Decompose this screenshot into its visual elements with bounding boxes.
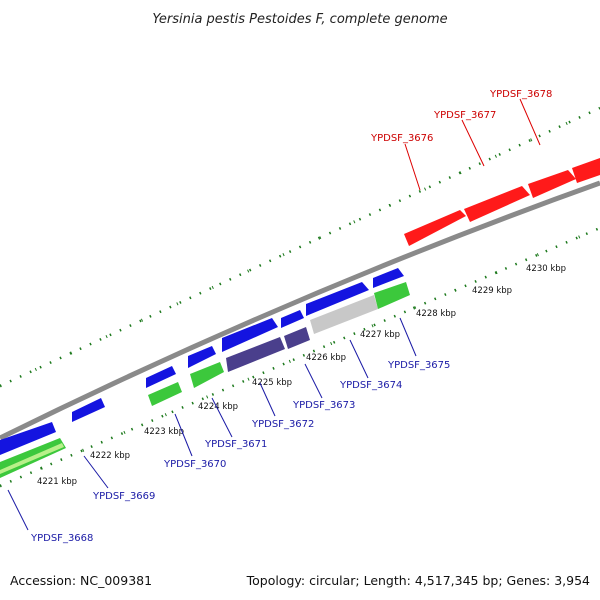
gene-ypdsf-3670[interactable] (146, 366, 176, 388)
gene-pseudo-3674[interactable] (310, 295, 378, 334)
leader-line (7, 489, 29, 531)
gene-other-3672[interactable] (226, 337, 285, 372)
reverse-strand-inner-genes (0, 282, 410, 478)
scale-label: 4230 kbp (526, 264, 566, 274)
reverse-gene-labels: YPDSF_3668 YPDSF_3669 YPDSF_3670 YPDSF_3… (7, 317, 450, 544)
scale-label: 4222 kbp (90, 451, 130, 461)
leader-line (174, 413, 193, 457)
scale-label: 4228 kbp (416, 309, 456, 319)
inner-tick-track (0, 226, 600, 488)
gene-label-ypdsf-3678[interactable]: YPDSF_3678 (489, 89, 552, 100)
forward-gene-labels: YPDSF_3676 YPDSF_3677 YPDSF_3678 (370, 89, 552, 191)
scale-label: 4229 kbp (472, 286, 512, 296)
gene-rna-3671[interactable] (190, 362, 224, 388)
leader-line (211, 397, 233, 438)
scale-label: 4227 kbp (360, 330, 400, 340)
accession-text: Accession: NC_009381 (10, 573, 152, 588)
gene-label-ypdsf-3677[interactable]: YPDSF_3677 (433, 110, 496, 121)
gene-label-ypdsf-3673[interactable]: YPDSF_3673 (292, 400, 355, 411)
gene-ypdsf-3676[interactable] (404, 210, 466, 246)
gene-label-ypdsf-3674[interactable]: YPDSF_3674 (339, 380, 402, 391)
reverse-strand-genes (0, 268, 404, 455)
gene-ypdsf-3672[interactable] (222, 318, 278, 352)
gene-ypdsf-3673[interactable] (281, 310, 304, 328)
scale-label: 4226 kbp (306, 353, 346, 363)
gene-ypdsf-3675[interactable] (373, 268, 404, 288)
leader-line (404, 143, 421, 191)
forward-strand-genes (404, 158, 600, 246)
gene-ypdsf-3668[interactable] (0, 422, 56, 455)
gene-rna-3675[interactable] (374, 282, 410, 309)
inner-major-ticks (0, 226, 600, 488)
map-title: Yersinia pestis Pestoides F, complete ge… (152, 12, 447, 27)
leader-line (461, 119, 485, 167)
leader-line (519, 98, 541, 146)
leader-line (349, 339, 369, 379)
gene-label-ypdsf-3669[interactable]: YPDSF_3669 (92, 491, 155, 502)
gene-ypdsf-3671[interactable] (188, 346, 216, 368)
leader-line (83, 455, 109, 489)
genome-backbone (0, 180, 600, 441)
leader-line (399, 317, 417, 357)
gene-ypdsf-3677[interactable] (464, 186, 530, 222)
gene-ypdsf-3674[interactable] (306, 282, 369, 316)
gene-ypdsf-3669[interactable] (72, 398, 105, 422)
scale-labels: 4221 kbp 4222 kbp 4223 kbp 4224 kbp 4225… (37, 264, 566, 487)
gene-other-3673[interactable] (284, 327, 310, 349)
gene-rna-3670[interactable] (148, 382, 182, 406)
gene-label-ypdsf-3668[interactable]: YPDSF_3668 (30, 533, 93, 544)
scale-label: 4224 kbp (198, 402, 238, 412)
gene-label-ypdsf-3675[interactable]: YPDSF_3675 (387, 360, 450, 371)
leader-line (304, 363, 323, 399)
inner-minor-ticks (0, 226, 600, 488)
gene-rna-left-band (0, 443, 64, 474)
gene-label-ypdsf-3672[interactable]: YPDSF_3672 (251, 419, 314, 430)
leader-line (259, 382, 276, 417)
gene-label-ypdsf-3671[interactable]: YPDSF_3671 (204, 439, 267, 450)
outer-minor-ticks (0, 106, 600, 388)
scale-label: 4225 kbp (252, 378, 292, 388)
gene-label-ypdsf-3676[interactable]: YPDSF_3676 (370, 133, 433, 144)
scale-label: 4223 kbp (144, 427, 184, 437)
gene-next-forward[interactable] (572, 158, 600, 183)
scale-label: 4221 kbp (37, 477, 77, 487)
genome-summary-text: Topology: circular; Length: 4,517,345 bp… (246, 573, 590, 588)
gene-ypdsf-3678[interactable] (528, 170, 576, 198)
gene-label-ypdsf-3670[interactable]: YPDSF_3670 (163, 459, 226, 470)
outer-tick-track (0, 106, 600, 388)
